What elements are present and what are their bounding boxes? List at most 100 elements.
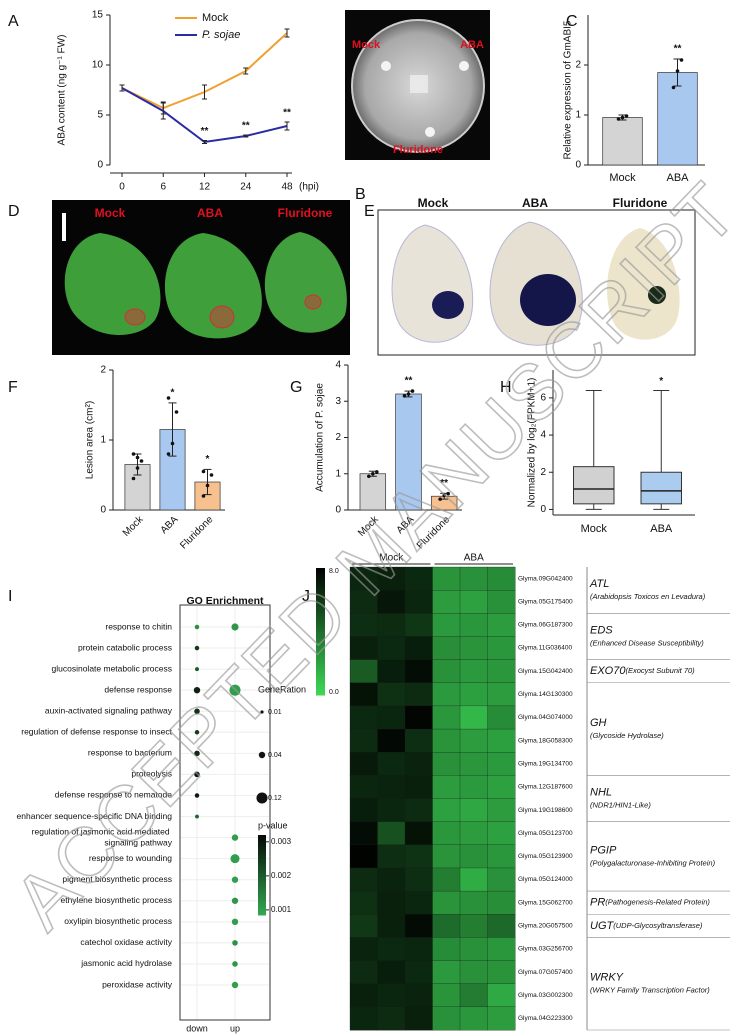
heat-cell <box>404 590 433 614</box>
heat-cell <box>459 775 488 799</box>
colorbar-step <box>316 672 325 677</box>
photo-label: ABA <box>522 196 548 210</box>
y-tick-label: 10 <box>92 60 104 71</box>
column-group-label: ABA <box>464 553 484 564</box>
colorbar-step <box>316 628 325 632</box>
significance: * <box>659 376 663 387</box>
legend-dot <box>258 751 266 759</box>
photo-label: Fluridone <box>278 206 333 220</box>
heat-cell <box>432 705 461 730</box>
heat-cell <box>404 983 433 1008</box>
photo-label: ABA <box>197 206 223 220</box>
colorbar-step <box>316 653 325 658</box>
colorbar-step <box>316 602 325 607</box>
data-point <box>139 459 144 463</box>
colorbar-step <box>316 656 325 661</box>
data-point <box>442 493 446 498</box>
colorbar-step <box>316 596 325 601</box>
colorbar-label: 0.001 <box>271 905 292 914</box>
colorbar-step <box>316 688 325 693</box>
term-line: signaling pathway <box>104 838 172 848</box>
heat-cell <box>459 752 488 776</box>
row-label: Glyma.20G057500 <box>518 923 573 930</box>
legend-label: 0.01 <box>268 709 282 716</box>
legend-label: Mock <box>202 12 229 24</box>
x-tick-label: Fluridone <box>178 514 216 552</box>
colorbar-step <box>258 845 266 848</box>
colorbar-step <box>258 847 266 850</box>
heat-cell <box>349 983 378 1008</box>
colorbar-step <box>258 869 266 872</box>
colorbar-step <box>316 631 325 636</box>
heat-cell <box>459 566 488 591</box>
scale-bar <box>62 213 66 241</box>
colorbar-step <box>316 685 325 690</box>
x-axis-label: (hpi) <box>299 182 319 193</box>
term-label: auxin-activated signaling pathway <box>45 705 173 715</box>
row-label: Glyma.03G256700 <box>518 946 573 953</box>
family-name: GH <box>590 717 607 729</box>
dot <box>194 771 200 778</box>
heat-cell <box>404 821 433 846</box>
data-point <box>679 58 684 62</box>
y-tick-label: 3 <box>335 396 341 407</box>
photo-label: Mock <box>352 39 381 51</box>
heat-cell <box>459 983 488 1008</box>
heat-cell <box>487 752 516 776</box>
heat-cell <box>459 798 488 823</box>
panel-label: G <box>290 379 302 396</box>
y-tick-label: 0 <box>575 160 581 171</box>
term-label: peroxidase activity <box>102 979 173 989</box>
heat-cell <box>487 613 516 637</box>
heat-cell <box>432 728 461 753</box>
term-label: enhancer sequence-specific DNA binding <box>17 811 173 821</box>
heat-cell <box>487 566 516 591</box>
data-point <box>671 85 676 90</box>
heat-cell <box>432 682 461 707</box>
colorbar-step <box>258 911 266 914</box>
dot <box>231 981 239 989</box>
dot <box>193 686 201 694</box>
colorbar-step <box>316 647 325 652</box>
data-point <box>367 474 371 479</box>
bar <box>657 72 698 166</box>
photo-label: ABA <box>460 39 484 51</box>
heat-cell <box>377 960 406 985</box>
row-label: Glyma.06G187300 <box>518 622 573 629</box>
data-point <box>406 392 411 396</box>
heat-cell <box>349 705 378 730</box>
heat-cell <box>404 914 433 938</box>
data-point <box>205 483 210 488</box>
dot <box>231 897 239 904</box>
colorbar-step <box>316 593 325 598</box>
significance: * <box>171 388 175 399</box>
dot <box>194 750 200 757</box>
colorbar-step <box>316 583 325 588</box>
chart-title: GO Enrichment <box>186 595 264 607</box>
dot <box>194 730 200 735</box>
family-name: UGT <box>590 920 615 932</box>
colorbar-step <box>258 887 266 890</box>
row-label: Glyma.05G124000 <box>518 876 573 883</box>
y-tick-label: 2 <box>575 60 581 71</box>
y-tick-label: 1 <box>100 435 106 446</box>
family-name: PR <box>590 897 605 909</box>
row-label: Glyma.07G057400 <box>518 969 573 976</box>
heat-cell <box>349 775 378 799</box>
y-tick-label: 0 <box>100 505 106 516</box>
heat-cell <box>487 867 516 892</box>
data-point <box>209 473 214 477</box>
heat-cell <box>432 659 461 684</box>
term-label: defense response to nematode <box>55 790 172 800</box>
colorbar-step <box>258 885 266 888</box>
significance: ** <box>674 44 682 55</box>
data-point <box>438 497 442 501</box>
colorbar-step <box>316 580 325 585</box>
panel-label: A <box>8 13 19 30</box>
heat-cell <box>349 728 378 753</box>
x-tick-label: ABA <box>666 172 689 184</box>
row-label: Glyma.18G058300 <box>518 737 573 744</box>
heat-cell <box>377 798 406 823</box>
row-label: Glyma.05G123900 <box>518 853 573 860</box>
y-tick-label: 1 <box>575 110 581 121</box>
